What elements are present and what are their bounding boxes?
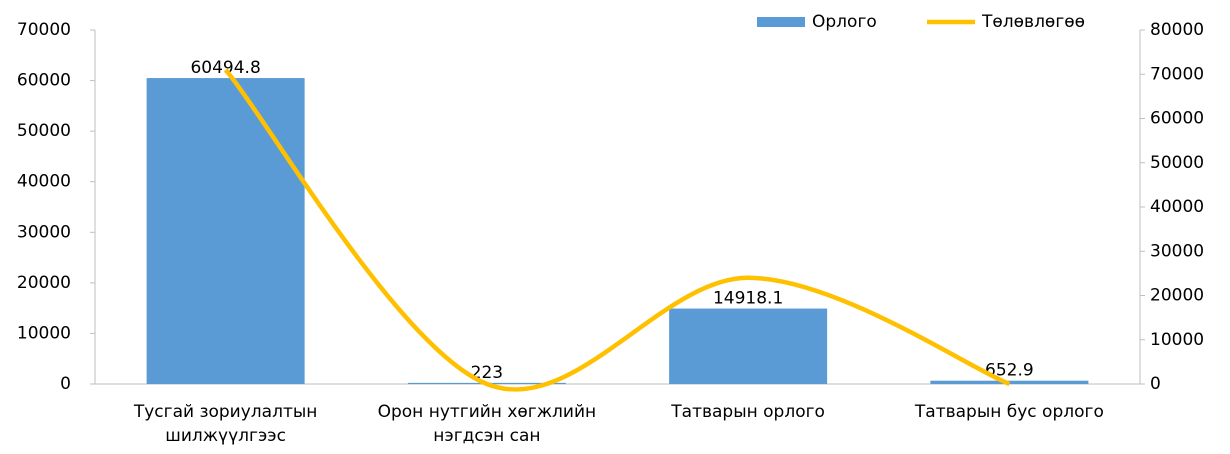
x-tick-label: Татварын орлого bbox=[671, 402, 825, 422]
x-tick-label: Тусгай зориулалтын шилжүүлгээс bbox=[133, 402, 318, 446]
data-label: 652.9 bbox=[985, 361, 1034, 381]
y2-tick-label: 60000 bbox=[1150, 109, 1204, 129]
x-tick-label: Татварын бус орлого bbox=[914, 402, 1104, 422]
y2-tick-label: 10000 bbox=[1150, 330, 1204, 350]
legend-label: Орлого bbox=[812, 12, 877, 32]
y-tick-label: 20000 bbox=[17, 273, 71, 293]
bar bbox=[669, 308, 828, 384]
y2-tick-label: 30000 bbox=[1150, 241, 1204, 261]
y-tick-label: 60000 bbox=[17, 71, 71, 91]
y2-tick-label: 40000 bbox=[1150, 197, 1204, 217]
y2-tick-label: 50000 bbox=[1150, 153, 1204, 173]
data-label: 14918.1 bbox=[713, 289, 783, 309]
y2-tick-label: 70000 bbox=[1150, 64, 1204, 84]
bar bbox=[146, 78, 305, 384]
y2-tick-label: 80000 bbox=[1150, 20, 1204, 40]
y-tick-label: 70000 bbox=[17, 20, 71, 40]
y-tick-label: 10000 bbox=[17, 323, 71, 343]
x-tick-label: Орон нутгийн хөгжлийн нэгдсэн сан bbox=[377, 402, 597, 446]
y-tick-label: 30000 bbox=[17, 222, 71, 242]
y2-tick-label: 0 bbox=[1150, 374, 1161, 394]
legend-label: Төлөвлөгөө bbox=[981, 12, 1085, 32]
y2-tick-label: 20000 bbox=[1150, 286, 1204, 306]
y-tick-label: 40000 bbox=[17, 172, 71, 192]
line bbox=[223, 68, 1011, 392]
legend-swatch bbox=[757, 17, 805, 27]
y-tick-label: 50000 bbox=[17, 121, 71, 141]
data-label: 60494.8 bbox=[190, 58, 260, 78]
y-tick-label: 0 bbox=[60, 374, 71, 394]
